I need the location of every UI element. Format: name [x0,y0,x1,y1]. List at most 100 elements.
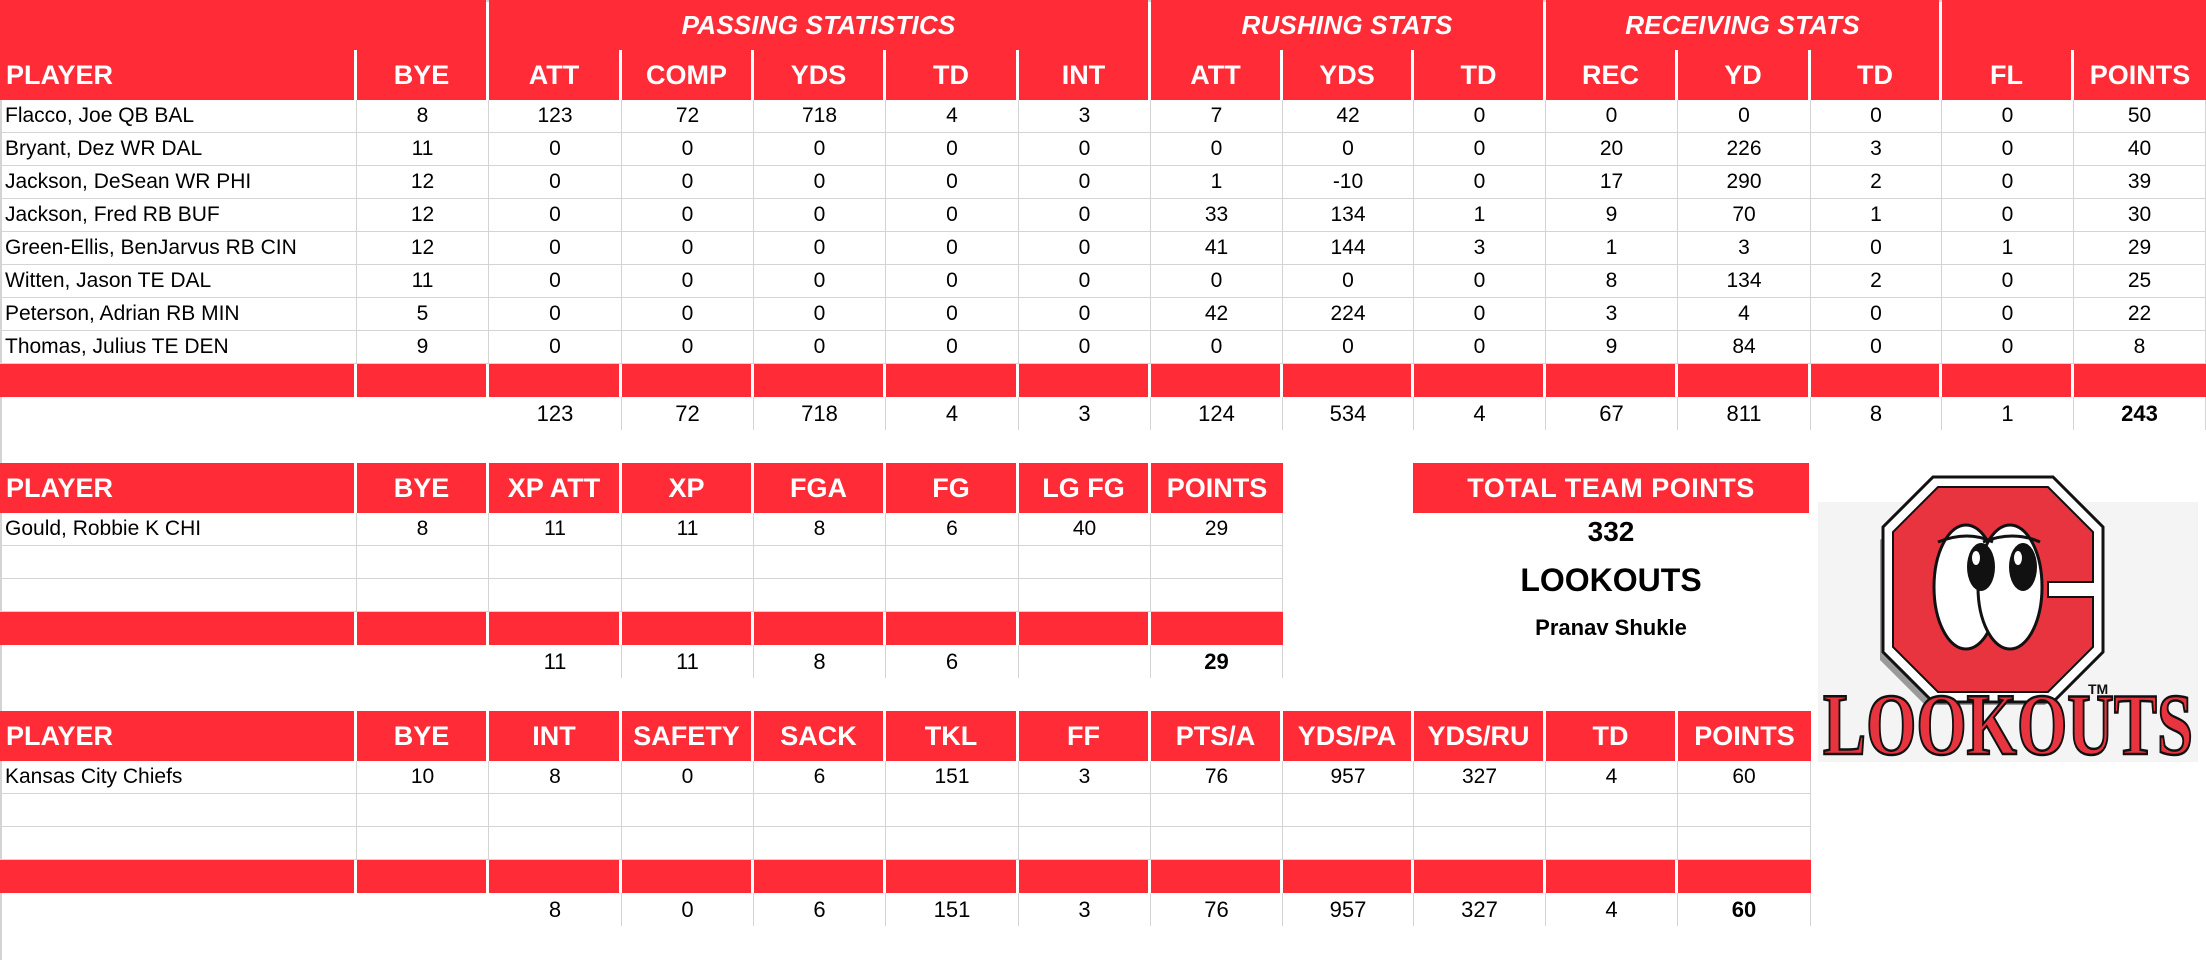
stat-cell-bye: 10 [357,761,489,794]
stat-cell-fl: 0 [1942,100,2074,133]
stat-cell-td: 0 [1414,166,1546,199]
stat-cell-bye: 8 [357,100,489,133]
column-header-xp[interactable]: XP [622,463,751,513]
stat-cell-td: 2 [1811,166,1942,199]
stat-cell-xp-att: 11 [489,513,622,546]
spacer-cell [489,860,619,893]
stat-cell-td: 0 [1414,265,1546,298]
column-header-td[interactable]: TD [1414,50,1543,100]
column-header-tkl[interactable]: TKL [886,711,1016,761]
column-header-bye[interactable]: BYE [357,463,486,513]
column-header-att[interactable]: ATT [489,50,619,100]
stat-cell-lg-fg [1019,546,1151,579]
column-header-safety[interactable]: SAFETY [622,711,751,761]
stat-cell-att: 0 [1151,331,1283,364]
column-header-td[interactable]: TD [1546,711,1675,761]
stat-cell-td: 3 [1414,232,1546,265]
total-cell-yds: 534 [1283,397,1414,430]
column-header-yds-ru[interactable]: YDS/RU [1414,711,1543,761]
column-header-ff[interactable]: FF [1019,711,1148,761]
stat-cell-bye [357,579,489,612]
total-team-points-value: 332 [1587,516,1635,547]
column-header-att[interactable]: ATT [1151,50,1280,100]
column-header-yds-pa[interactable]: YDS/PA [1283,711,1411,761]
stat-cell-lg-fg: 40 [1019,513,1151,546]
column-header-player[interactable]: PLAYER [0,711,354,761]
spacer-cell [0,612,354,645]
svg-text:LOOKOUTS: LOOKOUTS [1823,677,2193,762]
column-header-points[interactable]: POINTS [1678,711,1811,761]
column-header-td[interactable]: TD [1811,50,1939,100]
stat-cell-int [489,794,622,827]
stat-cell-points: 25 [2074,265,2206,298]
stat-cell-yds: 0 [754,166,886,199]
stat-cell-points [1678,794,1811,827]
stat-cell-yds: 224 [1283,298,1414,331]
stat-cell-points [1151,579,1283,612]
stat-cell-yds: 0 [1283,265,1414,298]
stat-cell-rec: 0 [1546,100,1678,133]
column-header-fga[interactable]: FGA [754,463,883,513]
stat-cell-tkl: 151 [886,761,1019,794]
total-cell-player [0,893,357,926]
total-cell-tkl: 151 [886,893,1019,926]
column-header-lg-fg[interactable]: LG FG [1019,463,1148,513]
column-header-bye[interactable]: BYE [357,50,486,100]
stat-cell-bye: 9 [357,331,489,364]
column-header-sack[interactable]: SACK [754,711,883,761]
spacer-cell [2074,364,2206,397]
total-cell-rec: 67 [1546,397,1678,430]
column-header-points[interactable]: POINTS [2074,50,2206,100]
stat-cell-td: 4 [886,100,1019,133]
column-header-td[interactable]: TD [886,50,1016,100]
column-header-xp-att[interactable]: XP ATT [489,463,619,513]
stat-cell-td: 0 [1811,232,1942,265]
column-header-fl[interactable]: FL [1942,50,2071,100]
stat-cell-rec: 17 [1546,166,1678,199]
stat-cell-att: 7 [1151,100,1283,133]
stat-cell-att: 0 [489,232,622,265]
stat-cell-points: 39 [2074,166,2206,199]
player-name-cell: Kansas City Chiefs [0,761,357,794]
player-name-cell: Jackson, Fred RB BUF [0,199,357,232]
player-name-cell: Jackson, DeSean WR PHI [0,166,357,199]
stat-cell-td: 0 [1811,298,1942,331]
column-header-player[interactable]: PLAYER [0,50,354,100]
total-cell-xp-att: 11 [489,645,622,678]
stat-cell-bye: 12 [357,232,489,265]
column-header-player[interactable]: PLAYER [0,463,354,513]
column-header-yd[interactable]: YD [1678,50,1808,100]
stat-cell-xp [622,546,754,579]
stat-cell-rec: 20 [1546,133,1678,166]
spacer-cell [1414,364,1543,397]
column-header-int[interactable]: INT [489,711,619,761]
column-header-int[interactable]: INT [1019,50,1148,100]
column-header-points[interactable]: POINTS [1151,463,1283,513]
stat-cell-bye [357,794,489,827]
spacer-cell [357,860,486,893]
stat-cell-int: 0 [1019,133,1151,166]
stat-cell-points: 29 [1151,513,1283,546]
stat-cell-fl: 0 [1942,298,2074,331]
player-name-cell: Flacco, Joe QB BAL [0,100,357,133]
column-header-pts-a[interactable]: PTS/A [1151,711,1280,761]
total-cell-int: 3 [1019,397,1151,430]
column-header-comp[interactable]: COMP [622,50,751,100]
stat-cell-yd: 0 [1678,100,1811,133]
stat-cell-yds-ru [1414,794,1546,827]
stat-cell-bye: 12 [357,166,489,199]
column-header-rec[interactable]: REC [1546,50,1675,100]
total-cell-xp: 11 [622,645,754,678]
stat-cell-fl: 0 [1942,199,2074,232]
spacer-cell [1151,364,1280,397]
stat-cell-comp: 0 [622,166,754,199]
stat-cell-points: 40 [2074,133,2206,166]
stat-cell-att: 0 [1151,133,1283,166]
stat-cell-td [1546,794,1678,827]
stat-cell-xp: 11 [622,513,754,546]
column-header-fg[interactable]: FG [886,463,1016,513]
group-header-rushing-stats: RUSHING STATS [1151,0,1543,50]
column-header-yds[interactable]: YDS [754,50,883,100]
column-header-yds[interactable]: YDS [1283,50,1411,100]
column-header-bye[interactable]: BYE [357,711,486,761]
